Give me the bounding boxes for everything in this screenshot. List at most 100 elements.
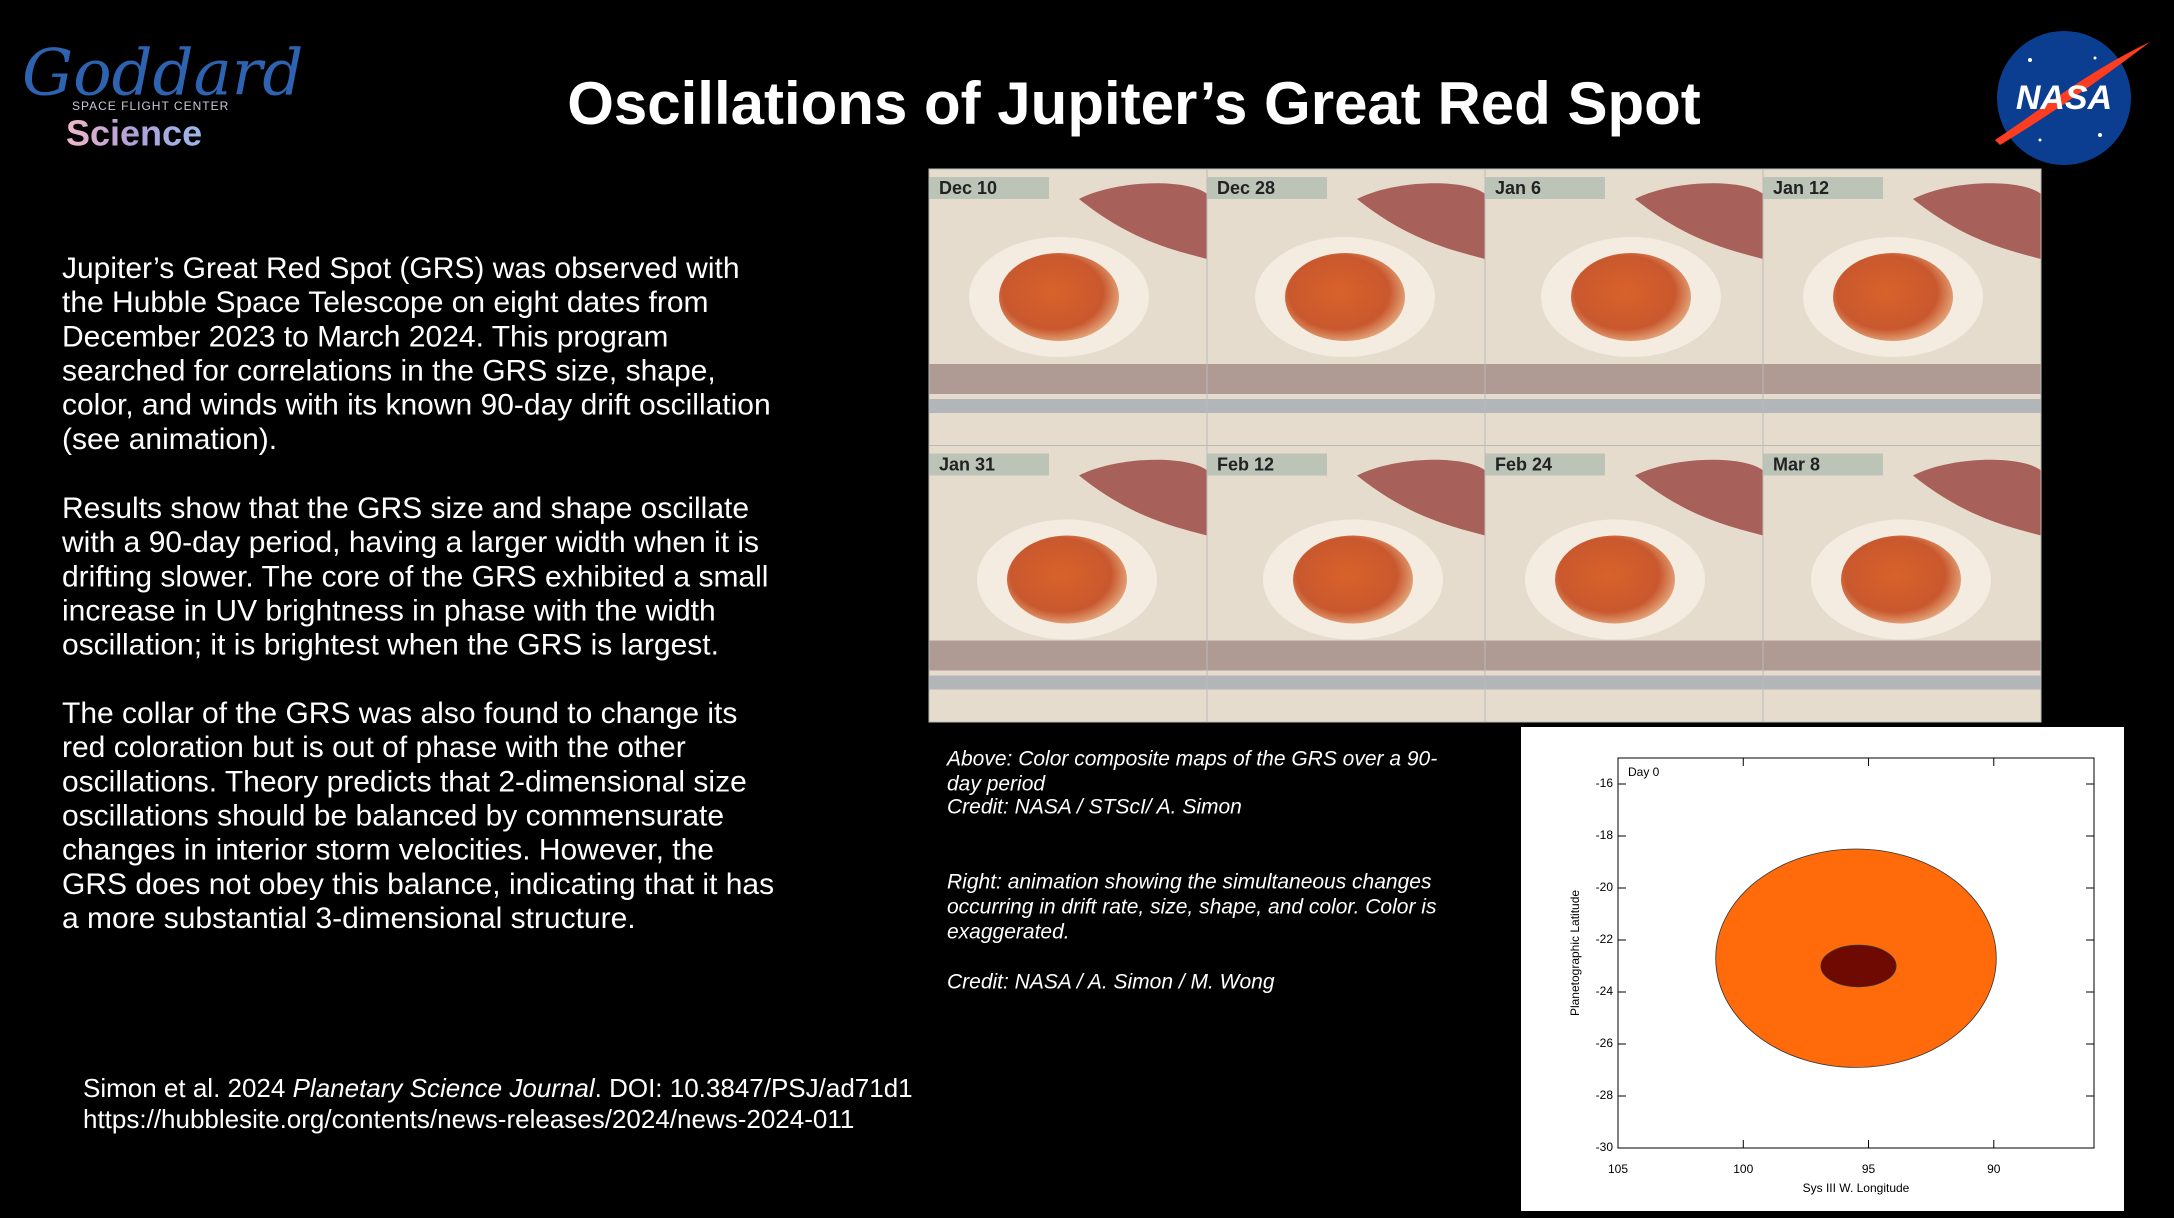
x-tick-label: 90 (1987, 1162, 2001, 1176)
teal-band (929, 177, 1049, 199)
ellipse-mark (1820, 944, 1897, 988)
y-tick-label: -30 (1596, 1140, 1614, 1154)
red-band (1079, 183, 1207, 259)
logo-science: Science (66, 113, 202, 154)
gallery-panel: Mar 8 (1763, 445, 2041, 722)
citation-authors: Simon et al. 2024 (83, 1073, 293, 1103)
blue-band (1485, 675, 1763, 690)
caption-line: Credit: NASA / STScI/ A. Simon (947, 796, 1242, 819)
nasa-swoosh (1995, 42, 2150, 145)
gallery-panel: Jan 31 (929, 445, 1207, 722)
brown-band (1485, 364, 1763, 394)
y-tick-label: -18 (1596, 828, 1614, 842)
y-axis-label: Planetographic Latitude (1568, 890, 1582, 1016)
plot-frame (1617, 757, 2095, 1149)
paragraph-line: Results show that the GRS size and shape… (62, 492, 749, 525)
panel-date: Dec 28 (1217, 178, 1275, 198)
paragraph-line: increase in UV brightness in phase with … (62, 595, 716, 628)
spot (1285, 253, 1405, 341)
teal-band (1207, 453, 1327, 476)
panel-date: Dec 10 (939, 178, 997, 198)
caption-line: exaggerated. (947, 921, 1070, 944)
brown-band (929, 364, 1207, 394)
y-tick-label: -26 (1596, 1036, 1614, 1050)
red-band (1635, 459, 1763, 536)
teal-band (929, 453, 1049, 476)
spot (1571, 253, 1691, 341)
y-tick-label: -24 (1596, 984, 1614, 998)
paragraph-line: drifting slower. The core of the GRS exh… (62, 560, 768, 593)
brown-band (1485, 640, 1763, 671)
y-tick-label: -22 (1596, 932, 1614, 946)
spot (1007, 535, 1127, 624)
star (2093, 56, 2097, 60)
citation-journal: Planetary Science Journal (293, 1073, 596, 1103)
reference-url: https://hubblesite.org/contents/news-rel… (83, 1104, 854, 1134)
x-tick-label: 100 (1733, 1162, 1753, 1176)
paragraph-line: with a 90-day period, having a larger wi… (61, 526, 759, 559)
teal-band (1763, 177, 1883, 199)
blue-band (1763, 675, 2041, 690)
brown-band (929, 640, 1207, 671)
x-tick-label: 105 (1608, 1162, 1628, 1176)
gallery-panel: Dec 28 (1207, 169, 1485, 446)
annotation: Day 0 (1628, 765, 1660, 779)
caption-line: Right: animation showing the simultaneou… (947, 871, 1432, 894)
paragraph-line: a more substantial 3-dimensional structu… (62, 902, 636, 935)
paragraph-line: Jupiter’s Great Red Spot (GRS) was obser… (62, 252, 740, 285)
red-band (1913, 183, 2041, 259)
paragraph-line: (see animation). (62, 423, 277, 456)
panel-date: Jan 31 (939, 454, 995, 474)
star (2038, 138, 2042, 142)
spot (1293, 535, 1413, 624)
paragraph-line: oscillations should be balanced by comme… (62, 800, 724, 833)
paragraph-line: oscillations. Theory predicts that 2-dim… (62, 765, 747, 798)
caption-line: occurring in drift rate, size, shape, an… (947, 896, 1437, 919)
red-band (1635, 183, 1763, 259)
spot (999, 253, 1119, 341)
brown-band (1763, 364, 2041, 394)
logo-name: Goddard (22, 37, 303, 111)
paragraph-line: December 2023 to March 2024. This progra… (62, 320, 668, 353)
paragraph-line: red coloration but is out of phase with … (62, 731, 686, 764)
title: Oscillations of Jupiter’s Great Red Spot (567, 70, 1701, 137)
caption-line: day period (947, 773, 1046, 796)
blue-band (1485, 399, 1763, 413)
spot (1833, 253, 1953, 341)
nasa-logo: NASA (1995, 31, 2150, 165)
paragraph-line: the Hubble Space Telescope on eight date… (62, 286, 709, 319)
gallery-panel: Jan 6 (1485, 169, 1763, 446)
red-band (1913, 459, 2041, 536)
star (2028, 58, 2032, 62)
blue-band (1207, 399, 1485, 413)
spot (1841, 535, 1961, 624)
panel-border (1762, 445, 2042, 723)
brown-band (1763, 640, 2041, 671)
gallery-panel: Feb 12 (1207, 445, 1485, 722)
y-tick-label: -28 (1596, 1088, 1614, 1102)
citation-doi: . DOI: 10.3847/PSJ/ad71d1 (595, 1073, 913, 1103)
image-gallery: Dec 10 Dec 28 Jan 6 Jan 12 Jan 31 Feb 12 Feb 2… (928, 168, 2042, 723)
paragraph-line: searched for correlations in the GRS siz… (62, 355, 716, 388)
red-band (1079, 459, 1207, 536)
paragraph-line: oscillation; it is brightest when the GR… (62, 629, 719, 662)
paragraph-line: The collar of the GRS was also found to … (62, 697, 737, 730)
caption-credit: Credit: NASA / A. Simon / M. Wong (947, 971, 1275, 994)
teal-band (1207, 177, 1327, 199)
goddard-logo: Goddard SPACE FLIGHT CENTER Science (22, 37, 303, 154)
blue-band (1207, 675, 1485, 690)
caption-line: Above: Color composite maps of the GRS o… (945, 748, 1437, 771)
red-band (1357, 459, 1485, 536)
gallery-panel: Dec 10 (929, 169, 1207, 446)
panel-date: Jan 12 (1773, 178, 1829, 198)
teal-band (1485, 453, 1605, 476)
blue-band (929, 675, 1207, 690)
red-band (1357, 183, 1485, 259)
x-axis-label: Sys III W. Longitude (1803, 1181, 1910, 1195)
y-tick-label: -16 (1596, 776, 1614, 790)
gallery-panel: Feb 24 (1485, 445, 1763, 722)
logo-subtitle: SPACE FLIGHT CENTER (72, 99, 229, 113)
panel-date: Jan 6 (1495, 178, 1541, 198)
chart: -16 -18 -20 -22 -24 -26 -28 -30 105 100 95 90 Day 0 S… (1568, 757, 2095, 1195)
